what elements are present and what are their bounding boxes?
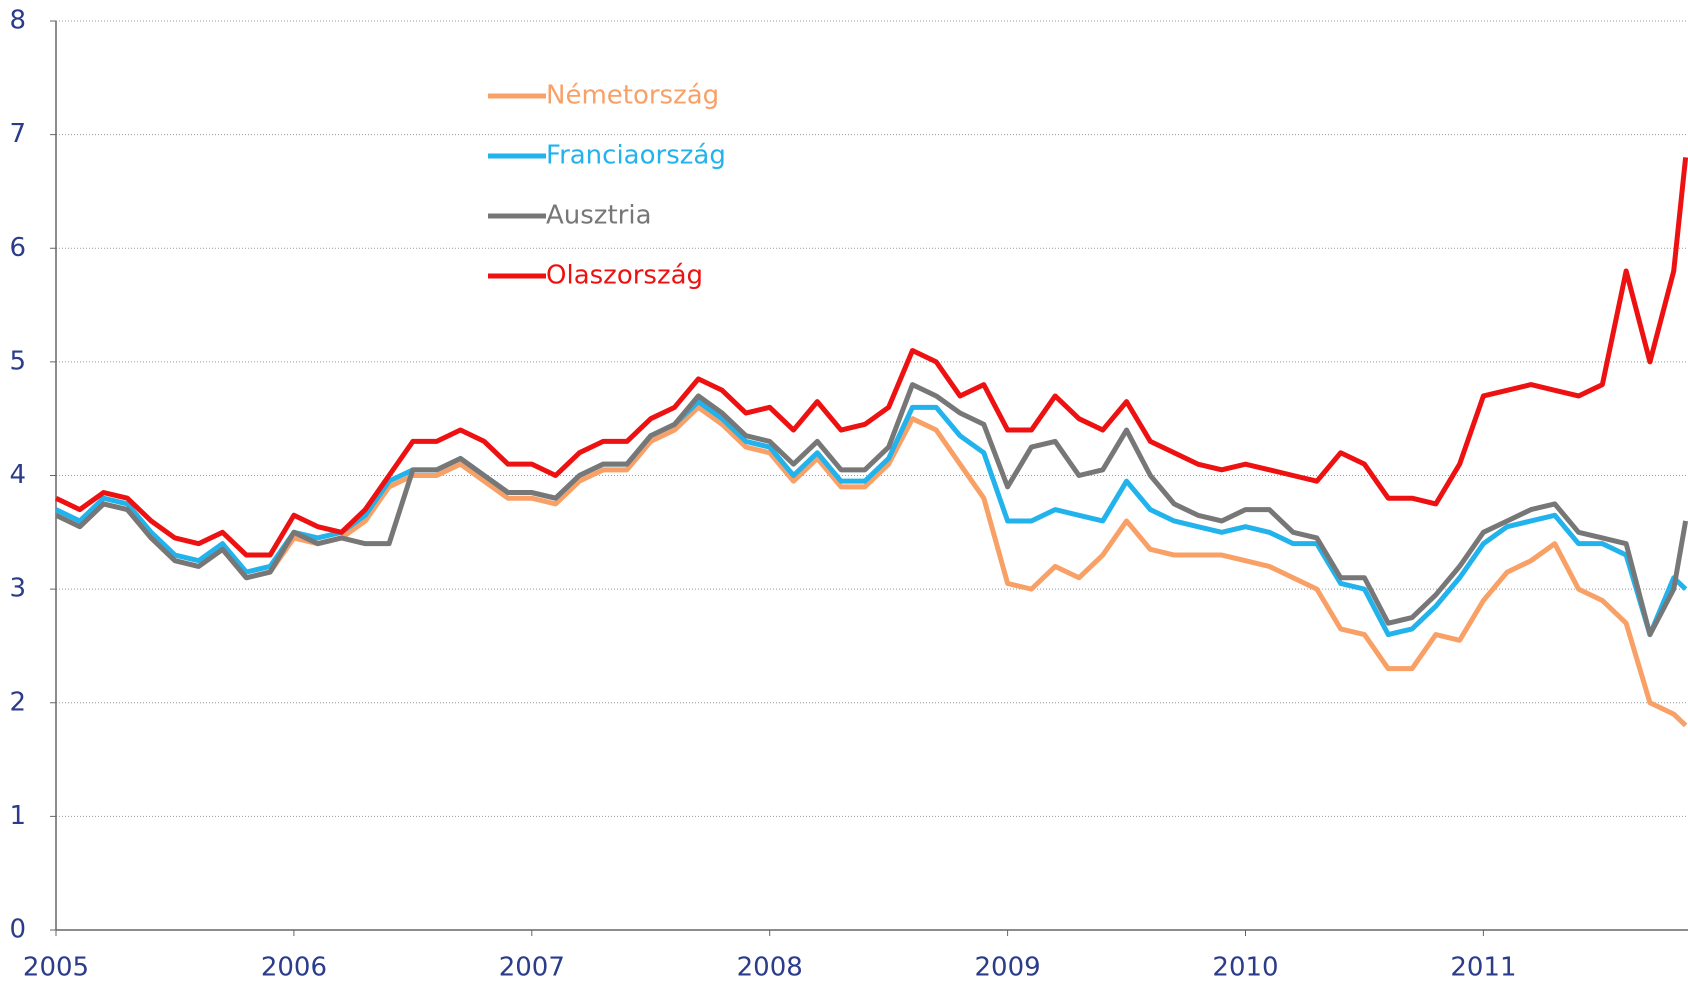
legend-label: Franciaország [546, 141, 726, 171]
legend-label: Olaszország [546, 261, 703, 291]
x-tick-label: 2008 [737, 953, 803, 983]
y-tick-label: 0 [9, 915, 26, 945]
series-line [54, 157, 1688, 558]
y-tick-label: 2 [9, 687, 26, 717]
y-tick-label: 1 [9, 801, 26, 831]
x-tick-label: 2010 [1212, 953, 1278, 983]
y-tick-label: 3 [9, 574, 26, 604]
series-line [54, 399, 1688, 638]
legend-label: Németország [546, 81, 719, 111]
x-tick-label: 2006 [261, 953, 327, 983]
y-tick-label: 5 [9, 346, 26, 376]
series-line [54, 404, 1688, 728]
x-tick-label: 2011 [1450, 953, 1516, 983]
x-tick-label: 2005 [23, 953, 89, 983]
y-tick-label: 6 [9, 233, 26, 263]
y-tick-label: 7 [9, 119, 26, 149]
legend-label: Ausztria [546, 201, 652, 231]
x-tick-label: 2009 [975, 953, 1041, 983]
y-tick-label: 8 [9, 6, 26, 36]
x-tick-label: 2007 [499, 953, 565, 983]
series-line [54, 382, 1688, 638]
y-tick-label: 4 [9, 460, 26, 490]
